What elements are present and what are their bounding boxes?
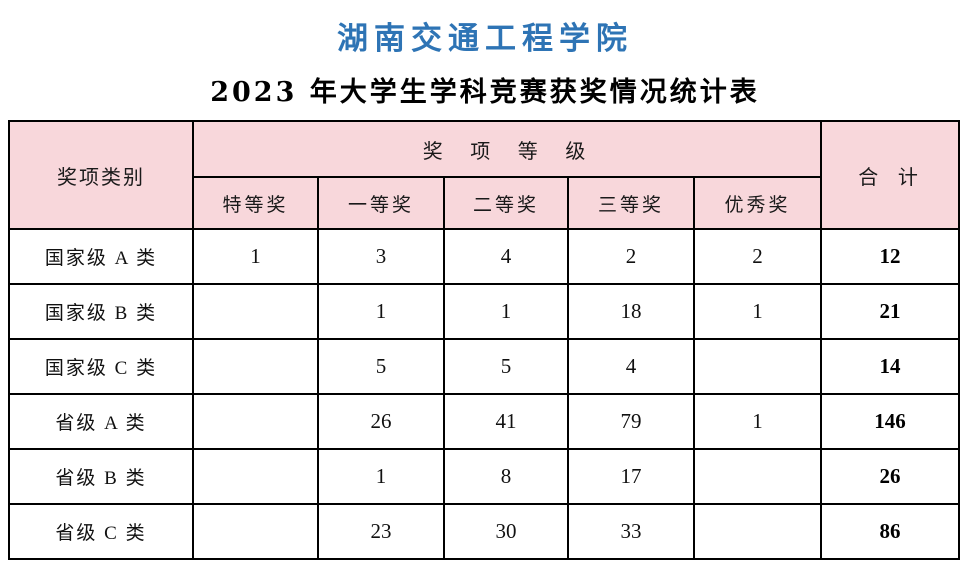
header-cell-total: 合 计 bbox=[820, 120, 961, 230]
table-row: 国家级 B 类 1 1 18 1 21 bbox=[8, 283, 961, 340]
row-label: 省级 A 类 bbox=[8, 393, 194, 450]
table-row: 省级 C 类 23 30 33 86 bbox=[8, 503, 961, 560]
header-cell-level-second: 二等奖 bbox=[443, 176, 569, 230]
row-label: 省级 B 类 bbox=[8, 448, 194, 505]
data-cell: 1 bbox=[317, 448, 445, 505]
data-cell bbox=[192, 503, 319, 560]
data-cell: 5 bbox=[317, 338, 445, 395]
row-label: 国家级 C 类 bbox=[8, 338, 194, 395]
data-cell: 41 bbox=[443, 393, 569, 450]
awards-statistics-table: 奖项类别 奖 项 等 级 合 计 特等奖 一等奖 二等奖 三等奖 优秀奖 国家级… bbox=[8, 120, 961, 560]
data-cell bbox=[692, 338, 823, 395]
header-cell-category: 奖项类别 bbox=[8, 120, 194, 230]
total-cell: 146 bbox=[820, 393, 961, 450]
data-cell bbox=[692, 448, 823, 505]
total-cell: 21 bbox=[820, 283, 961, 340]
data-cell: 30 bbox=[443, 503, 569, 560]
data-cell bbox=[192, 448, 319, 505]
header-cell-level-group: 奖 项 等 级 bbox=[191, 120, 823, 178]
data-cell bbox=[192, 283, 319, 340]
table-row: 省级 A 类 26 41 79 1 146 bbox=[8, 393, 961, 450]
data-cell: 1 bbox=[192, 228, 319, 285]
data-cell: 1 bbox=[443, 283, 569, 340]
total-cell: 26 bbox=[820, 448, 961, 505]
data-cell: 1 bbox=[692, 393, 823, 450]
data-cell: 2 bbox=[692, 228, 823, 285]
header-cell-level-third: 三等奖 bbox=[567, 176, 695, 230]
header-row-levels: 特等奖 一等奖 二等奖 三等奖 优秀奖 bbox=[9, 176, 959, 230]
data-cell: 18 bbox=[567, 283, 695, 340]
table-row: 省级 B 类 1 8 17 26 bbox=[8, 448, 961, 505]
row-label: 省级 C 类 bbox=[8, 503, 194, 560]
table-row: 国家级 A 类 1 3 4 2 2 12 bbox=[8, 228, 961, 285]
header-row-group: 奖项类别 奖 项 等 级 合 计 bbox=[8, 120, 961, 230]
row-label: 国家级 B 类 bbox=[8, 283, 194, 340]
data-cell: 4 bbox=[443, 228, 569, 285]
data-cell: 17 bbox=[567, 448, 695, 505]
header-cell-level-special: 特等奖 bbox=[192, 176, 319, 230]
page-title: 2023 年大学生学科竞赛获奖情况统计表 bbox=[210, 77, 760, 108]
data-cell bbox=[192, 393, 319, 450]
data-cell: 3 bbox=[317, 228, 445, 285]
header-cell-level-excellence: 优秀奖 bbox=[692, 176, 823, 230]
data-cell: 26 bbox=[317, 393, 445, 450]
data-cell: 5 bbox=[443, 338, 569, 395]
university-title: 湖南交通工程学院 bbox=[337, 21, 633, 57]
total-cell: 12 bbox=[820, 228, 961, 285]
data-cell bbox=[692, 503, 823, 560]
data-cell: 4 bbox=[567, 338, 695, 395]
total-cell: 86 bbox=[820, 503, 961, 560]
data-cell bbox=[192, 338, 319, 395]
data-cell: 2 bbox=[567, 228, 695, 285]
data-cell: 79 bbox=[567, 393, 695, 450]
data-cell: 23 bbox=[317, 503, 445, 560]
row-label: 国家级 A 类 bbox=[8, 228, 194, 285]
total-cell: 14 bbox=[820, 338, 961, 395]
data-cell: 1 bbox=[692, 283, 823, 340]
header-cell-level-first: 一等奖 bbox=[317, 176, 445, 230]
data-cell: 8 bbox=[443, 448, 569, 505]
data-cell: 1 bbox=[317, 283, 445, 340]
data-cell: 33 bbox=[567, 503, 695, 560]
table-row: 国家级 C 类 5 5 4 14 bbox=[8, 338, 961, 395]
